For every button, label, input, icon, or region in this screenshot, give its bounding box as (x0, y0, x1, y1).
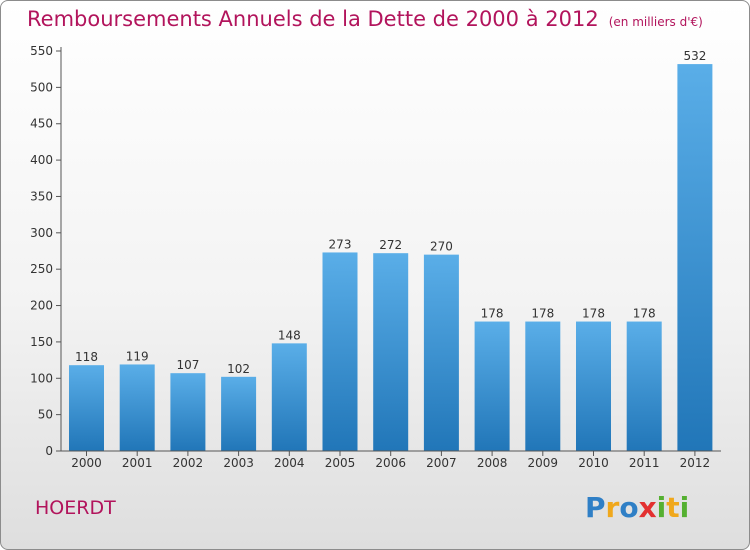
x-tick-label: 2002 (173, 456, 204, 470)
x-tick-label: 2007 (426, 456, 457, 470)
bar (677, 64, 713, 451)
bar-value-label: 118 (75, 350, 98, 364)
bar-value-label: 148 (278, 328, 301, 342)
logo-letter: P (585, 491, 606, 524)
bar (119, 364, 155, 451)
bar (221, 376, 257, 451)
x-tick-label: 2010 (578, 456, 609, 470)
bar-value-label: 178 (531, 307, 554, 321)
logo-letter: o (619, 491, 639, 524)
bar-value-label: 273 (329, 237, 352, 251)
bar (423, 254, 459, 451)
y-tick-label: 50 (38, 408, 53, 422)
bar (373, 253, 409, 451)
y-axis: 0 50 100 150 200 250 300 350 400 450 500 550 (30, 44, 62, 458)
logo-letter: i (679, 491, 690, 524)
chart-title: Remboursements Annuels de la Dette de 20… (27, 7, 703, 31)
x-tick-label: 2011 (629, 456, 660, 470)
title-main: Remboursements Annuels de la Dette de 20… (27, 7, 599, 31)
x-axis: 2000 2001 2002 2003 2004 2005 2006 2007 2008 2009… (61, 450, 721, 470)
x-tick-label: 2001 (122, 456, 153, 470)
bars: 118 119 107 102 148 273 272 270 178 178 178 178 532 (69, 49, 713, 451)
y-tick-label: 350 (30, 189, 53, 203)
x-tick-label: 2012 (680, 456, 711, 470)
y-tick-label: 200 (30, 299, 53, 313)
bar-value-label: 270 (430, 240, 453, 254)
x-tick-label: 2000 (71, 456, 102, 470)
commune-name: HOERDT (35, 497, 116, 519)
bar-value-label: 178 (582, 307, 605, 321)
y-tick-label: 150 (30, 335, 53, 349)
y-tick-label: 100 (30, 371, 53, 385)
title-unit: (en milliers d'€) (608, 15, 703, 29)
bar-value-label: 178 (633, 307, 656, 321)
bar (525, 321, 561, 451)
bar-value-label: 532 (683, 49, 706, 63)
x-tick-label: 2005 (325, 456, 356, 470)
y-tick-label: 250 (30, 262, 53, 276)
bar (69, 365, 104, 451)
x-tick-label: 2006 (375, 456, 406, 470)
bar (576, 321, 611, 451)
bar-value-label: 272 (379, 238, 402, 252)
x-tick-label: 2009 (528, 456, 559, 470)
x-tick-label: 2008 (477, 456, 508, 470)
proxiti-logo: Proxiti (585, 491, 689, 524)
bar (271, 343, 307, 451)
x-tick-label: 2003 (223, 456, 254, 470)
x-tick-label: 2004 (274, 456, 305, 470)
bar (170, 373, 206, 451)
bar-value-label: 119 (126, 349, 149, 363)
bar (322, 252, 358, 451)
logo-letter: i (656, 491, 667, 524)
bar-value-label: 102 (227, 362, 250, 376)
y-tick-label: 300 (30, 226, 53, 240)
bar-value-label: 178 (481, 307, 504, 321)
y-tick-label: 550 (30, 44, 53, 58)
y-tick-label: 0 (45, 444, 53, 458)
y-tick-label: 400 (30, 153, 53, 167)
logo-letter: x (638, 491, 657, 524)
bar (474, 321, 510, 451)
bar (626, 321, 662, 451)
logo-letter: r (605, 491, 620, 524)
y-tick-label: 450 (30, 117, 53, 131)
y-tick-label: 500 (30, 80, 53, 94)
bar-value-label: 107 (176, 358, 199, 372)
logo-letter: t (666, 491, 680, 524)
